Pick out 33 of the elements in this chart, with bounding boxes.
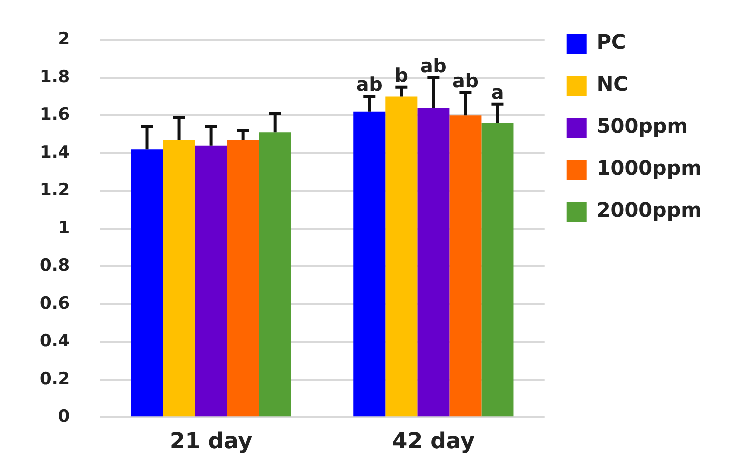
data-label: ab [420, 55, 447, 78]
legend-label: 500ppm [596, 114, 688, 138]
y-tick-label: 1.8 [40, 67, 70, 88]
bar [163, 140, 196, 417]
legend-label: NC [596, 72, 628, 96]
data-label: ab [356, 74, 383, 96]
bar [354, 112, 386, 417]
y-tick-label: 1.2 [40, 180, 70, 201]
bar [386, 96, 418, 417]
x-tick-label: 21 day [170, 430, 253, 455]
y-tick-label: 0.8 [40, 256, 70, 276]
bar [450, 116, 482, 417]
legend-label: 1000ppm [596, 156, 702, 180]
bar [418, 108, 450, 417]
y-tick-label: 0 [58, 407, 70, 428]
y-tick-label: 0.6 [40, 294, 70, 314]
y-tick-label: 1 [58, 218, 70, 238]
data-label: a [491, 82, 504, 104]
y-tick-label: 1.4 [40, 142, 70, 163]
y-tick-label: 0.2 [40, 369, 70, 390]
data-label: ab [452, 70, 479, 92]
legend-label: PC [596, 30, 626, 54]
bar [131, 150, 164, 417]
x-tick-label: 42 day [392, 430, 475, 455]
data-label: b [394, 64, 408, 87]
bar [259, 132, 292, 417]
bar [195, 146, 228, 417]
bar [482, 123, 514, 417]
y-tick-label: 1.6 [40, 105, 70, 126]
bar [227, 140, 260, 417]
y-tick-label: 2 [58, 30, 70, 50]
y-tick-label: 0.4 [40, 332, 70, 352]
legend-label: 2000ppm [596, 198, 702, 222]
